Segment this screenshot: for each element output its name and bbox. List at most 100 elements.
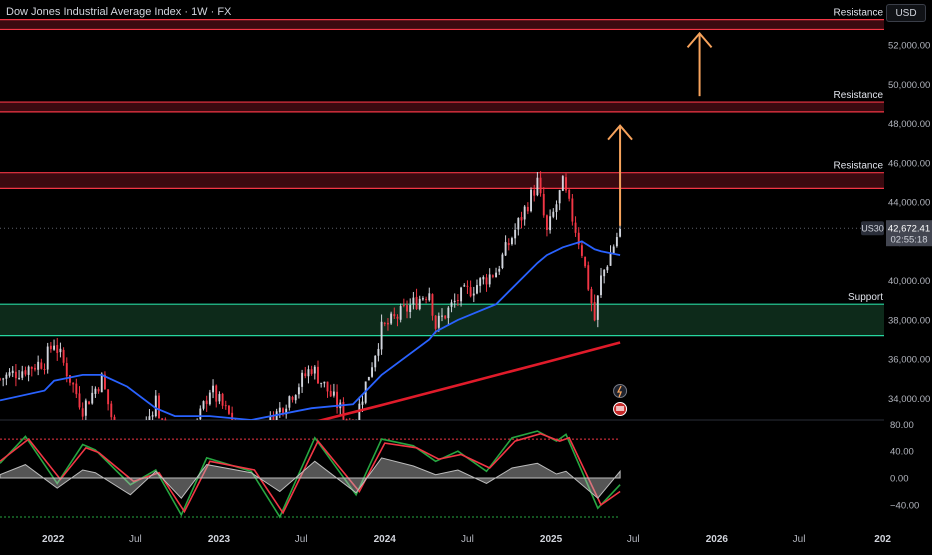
candle-body [460,287,463,302]
candle-body [103,374,106,390]
candle-body [568,189,571,199]
candle-body [5,374,8,379]
candle-body [479,278,482,286]
candle-body [27,366,30,375]
candle-body [507,243,510,246]
resistance-zone [0,172,884,189]
y-tick-label: 40,000.00 [888,276,930,287]
candle-body [463,285,466,287]
candle-body [536,177,539,196]
y-tick-label: 46,000.00 [888,158,930,169]
candle-body [396,316,399,319]
candle-body [412,297,415,305]
candle-body [18,377,21,379]
candle-body [514,229,517,239]
lightning-glyph [617,385,623,398]
candle-body [374,355,377,368]
candle-body [485,277,488,285]
candle-body [539,177,542,194]
candle-body [154,395,157,417]
support-label: Support [848,292,883,303]
candle-body [30,366,33,369]
candle-body [511,238,513,245]
momentum-area [0,457,621,499]
candle-body [297,387,300,395]
candle-body [619,228,622,237]
symbol-label: US30 [861,224,884,234]
candle-body [11,370,14,374]
candle-body [282,408,284,414]
candle-body [418,298,421,310]
candle-body [199,408,202,420]
candle-body [453,300,456,302]
candle-body [603,269,606,277]
x-tick-label: Jul [295,534,308,545]
stoch_k-line [0,430,621,519]
resistance-label: Resistance [834,90,884,101]
candle-body [65,363,68,377]
x-tick-label: 2022 [42,534,65,545]
resistance-label: Resistance [834,8,884,19]
candle-body [88,401,90,405]
candle-body [380,321,383,350]
candle-body [69,375,71,383]
target-arrow-head [686,31,713,49]
candle-body [450,302,453,307]
candle-body [596,295,599,320]
candle-body [491,275,494,277]
osc-tick-label: 40.00 [890,447,914,458]
resistance-label: Resistance [834,161,884,172]
candle-body [520,217,523,221]
candle-body [336,391,339,408]
candle-body [313,366,316,374]
candle-body [307,369,310,377]
candle-body [612,246,615,254]
moving-average-slow [317,341,621,420]
candle-body [329,390,332,397]
y-tick-label: 52,000.00 [888,41,930,52]
candle-body [332,391,335,396]
osc-tick-label: 0.00 [890,474,909,485]
candle-body [580,245,583,256]
candle-body [361,401,364,405]
candle-body [107,389,110,405]
candle-body [148,416,151,420]
candle-body [367,376,370,381]
candle-body [224,405,227,407]
candle-body [590,289,593,304]
candle-body [158,395,160,419]
y-tick-label: 48,000.00 [888,119,930,130]
candle-body [530,189,532,212]
x-tick-label: Jul [461,534,474,545]
candle-body [428,293,431,301]
candle-body [469,287,472,297]
osc-tick-label: −40.00 [890,500,919,511]
candle-body [326,381,329,392]
candle-body [323,381,326,384]
candle-body [431,294,434,316]
candle-body [208,392,211,405]
candle-body [151,415,154,417]
candle-body [466,285,469,287]
candle-body [291,396,294,400]
candle-body [161,418,164,420]
candle-body [164,419,167,421]
candle-body [437,315,440,328]
last-price-value: 42,672.41 [888,224,930,235]
candle-body [501,254,504,268]
candle-body [615,237,618,247]
x-tick-label: Jul [129,534,142,545]
candle-body [552,211,555,217]
candle-body [294,395,297,401]
candle-body [533,190,536,196]
candle-body [56,345,59,353]
lightning-icon[interactable] [613,384,628,398]
y-tick-label: 44,000.00 [888,198,930,209]
candle-body [383,322,386,324]
candle-body [94,388,97,394]
candle-body [317,366,319,384]
x-tick-label: 2025 [540,534,563,545]
currency-button[interactable]: USD [886,4,926,22]
candle-body [272,416,275,420]
